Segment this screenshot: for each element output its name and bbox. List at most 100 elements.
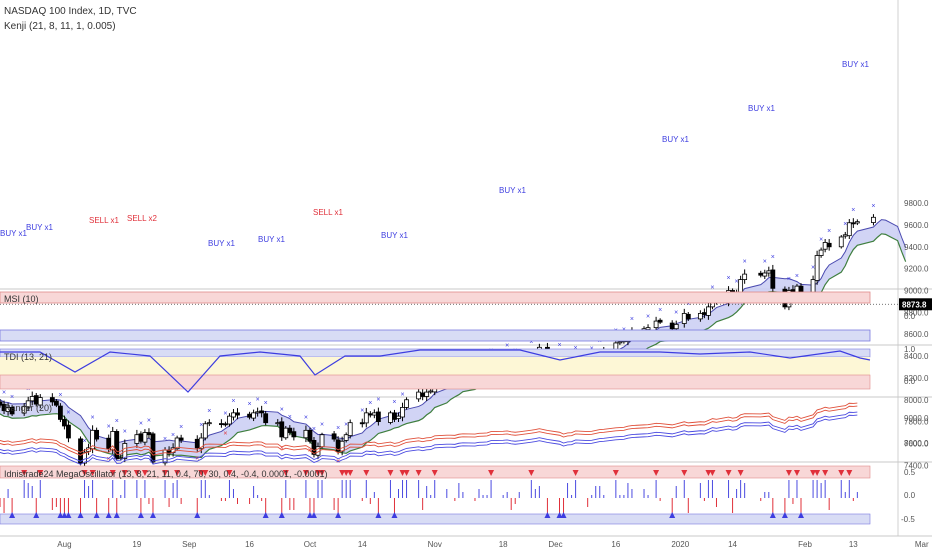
chart-title: NASDAQ 100 Index, 1D, TVC (4, 6, 137, 17)
candle-body (617, 341, 623, 344)
candle-body (416, 391, 422, 400)
buy-marker: × (312, 426, 316, 433)
candle-body (702, 312, 707, 315)
candle-body (259, 410, 265, 414)
candle-body (826, 242, 832, 248)
candle-body (343, 434, 349, 441)
buy-marker: × (368, 400, 372, 407)
buy-marker: × (674, 310, 678, 317)
buy-marker: × (304, 415, 308, 422)
buy-marker: × (727, 275, 731, 282)
candle-body (818, 249, 824, 256)
last-price-badge (899, 298, 932, 311)
candle-body (58, 405, 63, 420)
buy-marker: × (400, 392, 404, 399)
ranger-axis-label: 8000.0 (904, 439, 929, 448)
price-tick-label: 9800.0 (904, 199, 929, 208)
candle-body (404, 399, 409, 408)
mega-sell-arrow (838, 470, 845, 476)
mega-lower-zone (0, 513, 871, 525)
candle-body (194, 438, 200, 449)
buy-marker: × (2, 390, 6, 397)
candle-body (424, 391, 430, 397)
candle-body (420, 392, 426, 397)
ranger-line (0, 402, 858, 453)
candle-body (738, 279, 744, 294)
buy-marker: × (171, 432, 175, 439)
mega-buy-arrow (65, 512, 72, 518)
mega-sell-arrow (572, 470, 579, 476)
mega-sell-arrow (315, 470, 321, 476)
buy-marker: × (179, 424, 183, 431)
candle-body (62, 419, 67, 427)
candle-body (247, 413, 252, 418)
indicator-legend: Kenji (21, 8, 11, 1, 0.005) (4, 21, 116, 32)
candle-body (9, 406, 15, 415)
mega-sell-arrow (141, 470, 148, 476)
mega-sell-arrow (488, 470, 495, 476)
candle-body (838, 236, 844, 248)
buy-marker: × (223, 411, 227, 418)
msi-upper-zone (0, 291, 871, 304)
candle-body (854, 221, 860, 224)
mega-axis-label: -0.5 (901, 515, 915, 524)
candle-body (359, 422, 365, 425)
x-tick-label: Sep (182, 540, 197, 549)
mega-sell-arrow (822, 470, 829, 476)
mega-sell-arrow (81, 470, 88, 476)
signal-label: SELL x2 (127, 214, 157, 223)
ranger-panel-label: Ranger (20) (4, 403, 53, 413)
mega-buy-arrow (137, 512, 144, 518)
candle-body (762, 272, 768, 277)
buy-marker: × (827, 228, 831, 235)
candle-body (850, 222, 856, 225)
tdi-axis-label: 0.0 (904, 377, 916, 386)
candle-body (766, 270, 772, 274)
candle-body (118, 457, 124, 460)
buy-marker: × (658, 307, 662, 314)
price-tick-label: 9000.0 (904, 287, 929, 296)
buy-marker: × (686, 301, 690, 308)
buy-marker: × (529, 339, 533, 346)
candle-body (758, 272, 764, 276)
mega-sell-arrow (37, 470, 44, 476)
mega-buy-arrow (306, 512, 313, 518)
mega-axis-label: 0.5 (904, 468, 916, 477)
tdi-middle-zone (0, 357, 870, 375)
sell-marker: × (107, 456, 111, 463)
price-tick-label: 8600.0 (904, 330, 929, 339)
candle-body (871, 216, 876, 223)
candle-body (251, 412, 257, 419)
buy-marker: × (795, 273, 799, 280)
x-tick-label: 14 (728, 540, 737, 549)
buy-marker: × (66, 409, 70, 416)
x-tick-label: 16 (611, 540, 620, 549)
buy-marker: × (280, 406, 284, 413)
signal-label: BUY x1 (499, 186, 527, 195)
candle-body (29, 396, 35, 402)
candle-body (375, 411, 381, 422)
candle-body (206, 422, 212, 425)
candle-body (142, 432, 148, 443)
ranger-axis-label: 9000.0 (904, 414, 929, 423)
buy-marker: × (248, 401, 252, 408)
mega-sell-arrow (846, 470, 853, 476)
candle-body (392, 412, 397, 420)
msi-axis-label: 0.0 (904, 312, 916, 321)
buy-marker: × (83, 438, 87, 445)
mega-buy-arrow (798, 512, 804, 518)
buy-marker: × (58, 392, 62, 399)
mega-buy-arrow (669, 512, 676, 518)
mega-buy-arrow (335, 512, 342, 518)
tdi-panel-label: TDI (13, 21) (4, 352, 53, 362)
candle-body (178, 437, 184, 441)
candle-body (174, 437, 180, 450)
mega-sell-arrow (121, 470, 128, 476)
candle-body (162, 449, 168, 464)
candle-body (822, 242, 828, 250)
buy-marker: × (871, 203, 875, 210)
buy-marker: × (630, 316, 634, 323)
mega-buy-arrow (560, 512, 567, 518)
buy-marker: × (336, 425, 340, 432)
